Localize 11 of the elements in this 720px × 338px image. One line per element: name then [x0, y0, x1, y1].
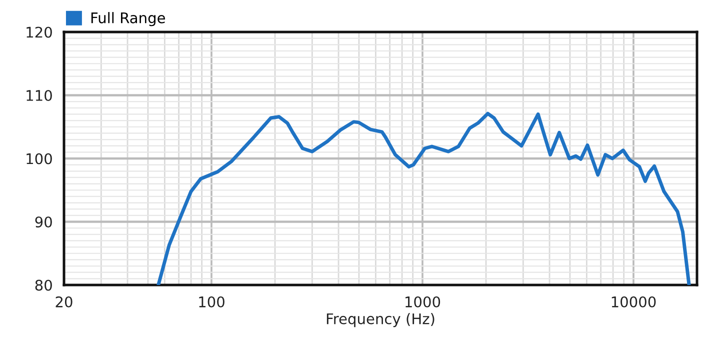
y-tick-label: 110: [26, 90, 52, 101]
x-tick-label: 10000: [612, 296, 656, 308]
legend-label: Full Range: [91, 12, 166, 26]
x-tick-label: 1000: [406, 296, 440, 308]
x-tick-label: 100: [199, 296, 224, 308]
x-axis-title: Frequency (Hz): [326, 313, 434, 328]
y-tick-label: 120: [26, 26, 52, 38]
y-tick-label: 80: [35, 280, 52, 291]
y-tick-label: 90: [35, 216, 52, 228]
y-tick-label: 100: [26, 153, 52, 164]
x-tick-label: 20: [56, 296, 72, 308]
